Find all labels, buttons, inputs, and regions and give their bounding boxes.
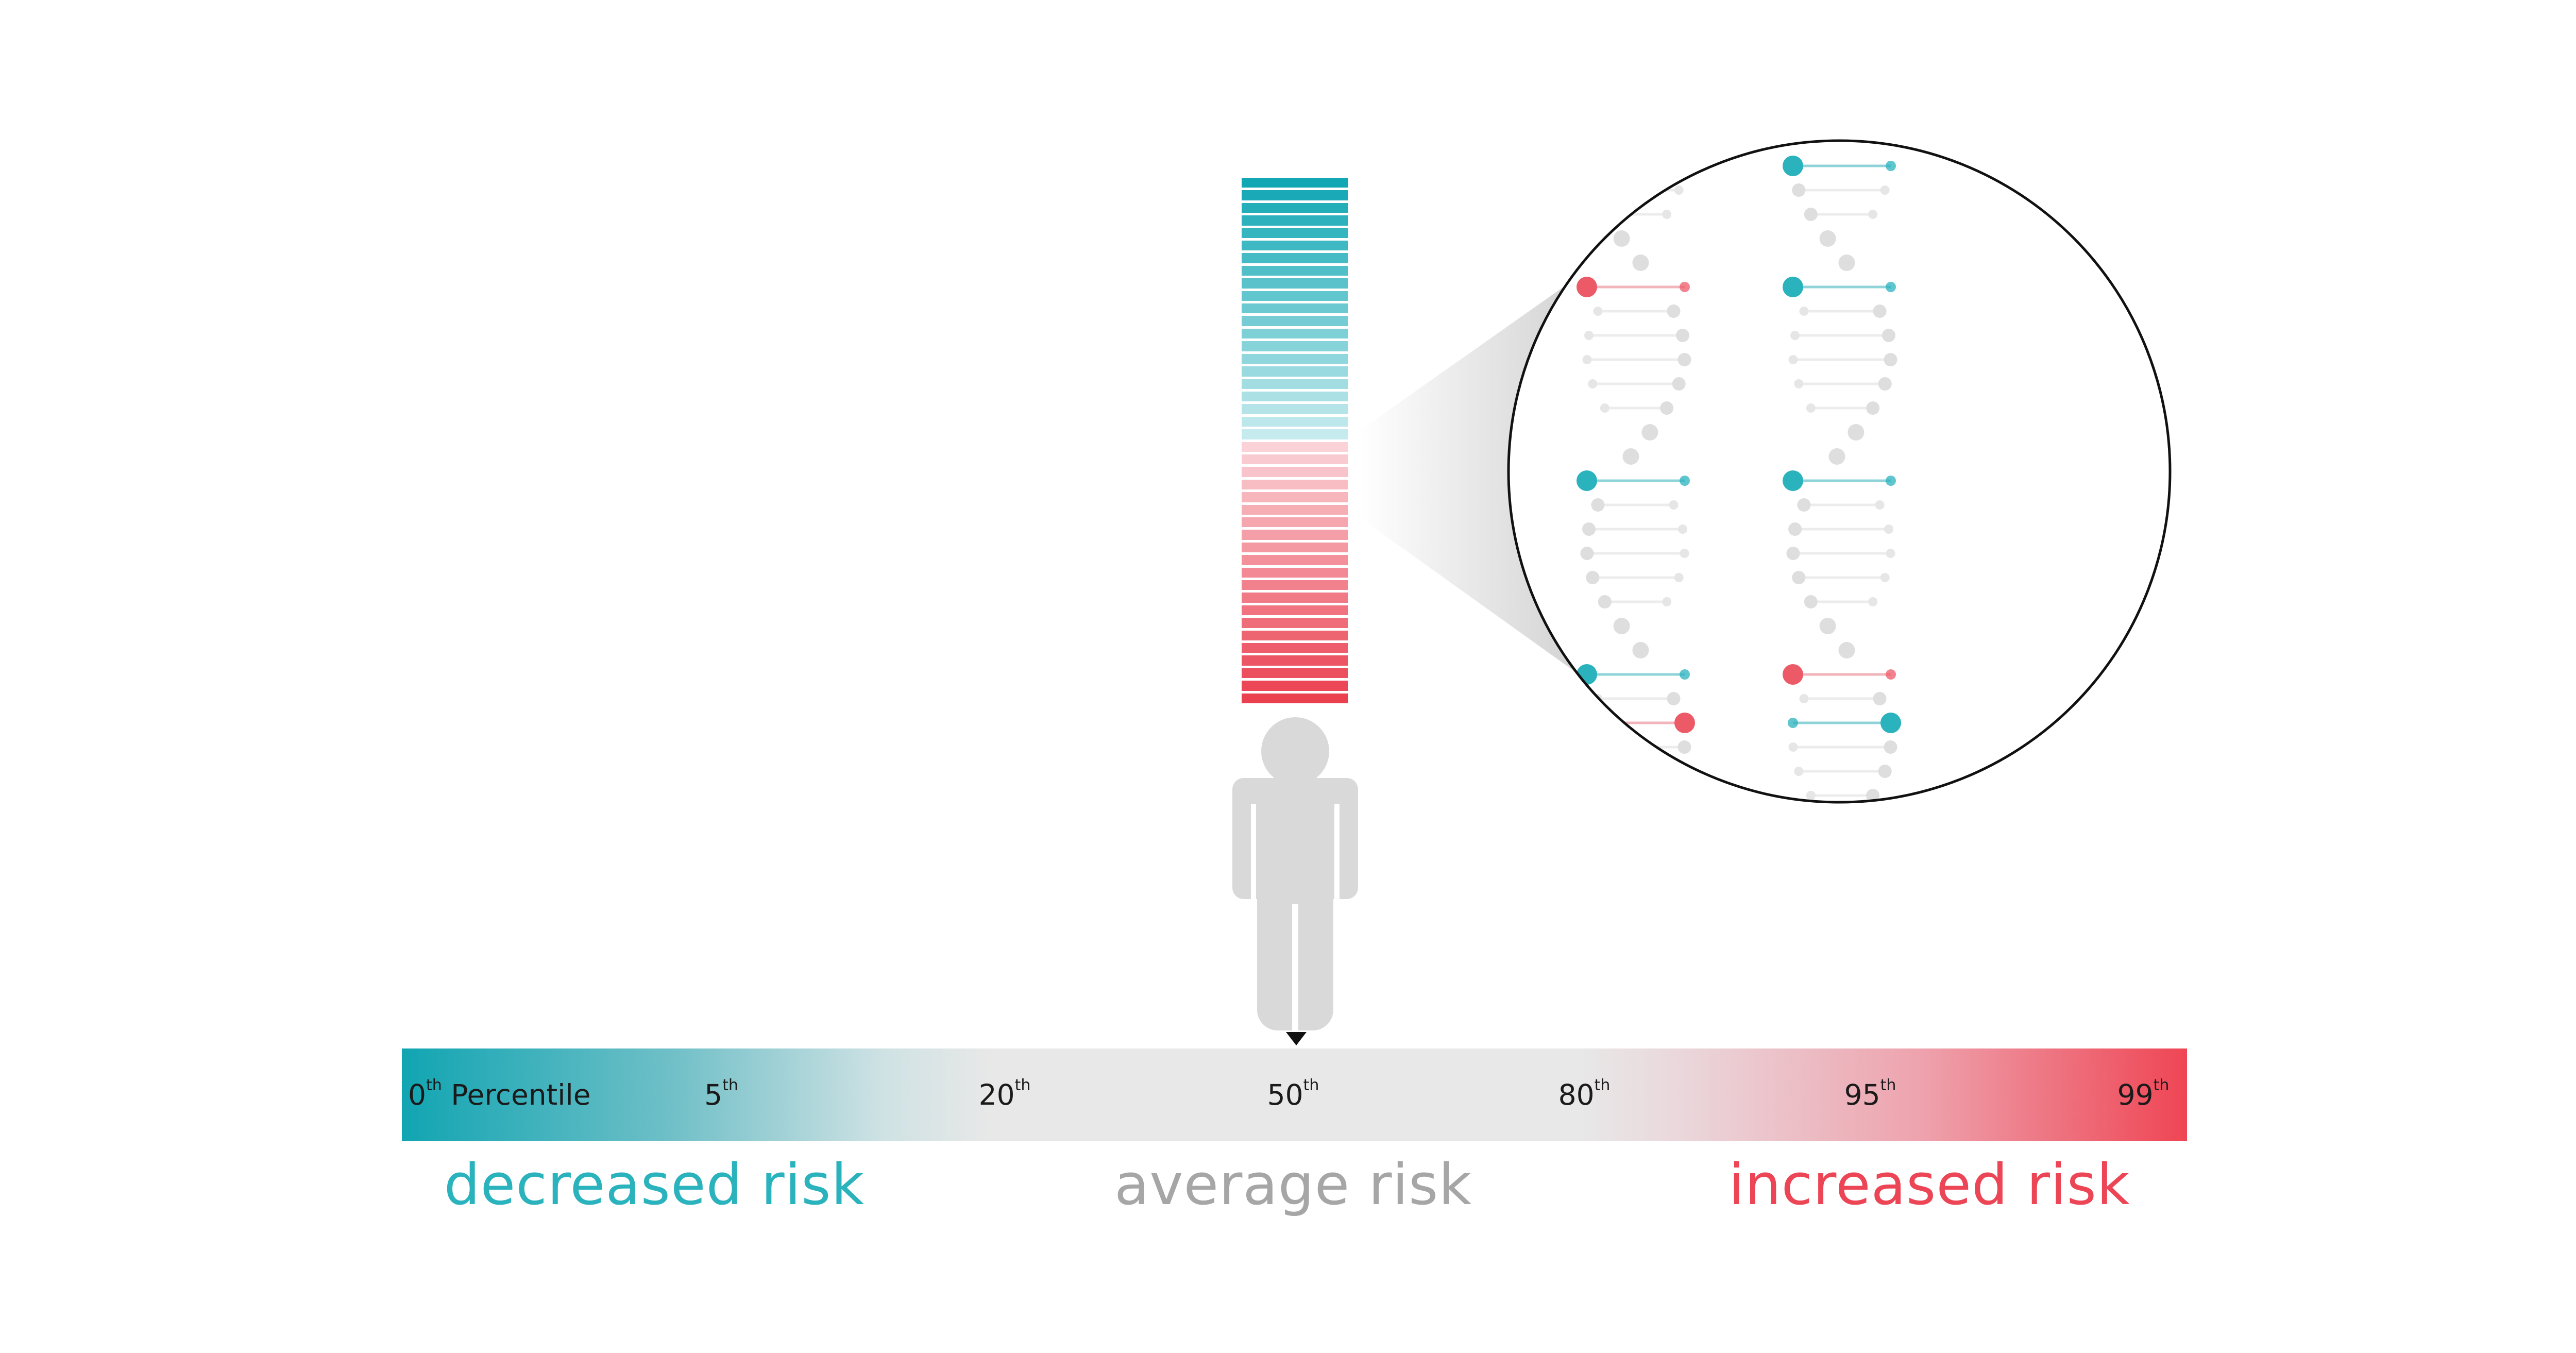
risk-segment — [1242, 353, 1348, 367]
risk-segment — [1242, 416, 1348, 430]
average-risk-label: average risk — [1114, 1152, 1472, 1217]
risk-segment — [1242, 341, 1348, 354]
risk-segment — [1242, 479, 1348, 493]
risk-segment — [1242, 681, 1348, 694]
risk-segment — [1242, 404, 1348, 417]
risk-segment — [1242, 630, 1348, 644]
risk-segment — [1242, 291, 1348, 304]
tick-20th: 20th — [978, 1076, 1031, 1111]
risk-segment — [1242, 241, 1348, 253]
risk-segment — [1242, 530, 1348, 543]
risk-segment — [1242, 467, 1348, 480]
tick-0th: 0th Percentile — [408, 1076, 591, 1111]
risk-segment — [1242, 253, 1348, 266]
risk-segment — [1242, 215, 1348, 228]
current-percentile-pointer — [1286, 1032, 1307, 1045]
risk-segment — [1242, 202, 1348, 216]
risk-segment — [1242, 567, 1348, 580]
risk-segment — [1242, 643, 1348, 656]
tick-5th: 5th — [704, 1076, 738, 1111]
risk-segment — [1242, 618, 1348, 631]
risk-segment — [1242, 303, 1348, 316]
tick-99th: 99th — [2117, 1076, 2170, 1111]
risk-segment — [1242, 492, 1348, 505]
risk-segment — [1242, 328, 1348, 342]
risk-segment — [1242, 278, 1348, 291]
increased-risk-label: increased risk — [1728, 1152, 2130, 1217]
risk-segment — [1242, 668, 1348, 681]
tick-80th: 80th — [1558, 1076, 1611, 1111]
risk-segment — [1242, 504, 1348, 517]
risk-segment — [1242, 580, 1348, 593]
risk-score-stack — [1242, 178, 1348, 706]
risk-segment — [1242, 542, 1348, 555]
risk-segment — [1242, 555, 1348, 568]
risk-segment — [1242, 454, 1348, 467]
risk-segment — [1242, 605, 1348, 618]
risk-segment — [1242, 228, 1348, 241]
percentile-scale-bar — [402, 1048, 2187, 1141]
tick-50th: 50th — [1267, 1076, 1319, 1111]
risk-segment — [1242, 190, 1348, 203]
risk-segment — [1242, 391, 1348, 404]
risk-segment — [1242, 655, 1348, 668]
risk-segment — [1242, 379, 1348, 392]
risk-segment — [1242, 429, 1348, 442]
risk-segment — [1242, 178, 1348, 191]
risk-segment — [1242, 442, 1348, 454]
decreased-risk-label: decreased risk — [444, 1152, 865, 1217]
risk-segment — [1242, 265, 1348, 279]
risk-segment — [1242, 517, 1348, 530]
risk-segment — [1242, 693, 1348, 706]
tick-95th: 95th — [1844, 1076, 1896, 1111]
risk-segment — [1242, 316, 1348, 329]
risk-segment — [1242, 366, 1348, 379]
risk-segment — [1242, 593, 1348, 605]
dna-magnifier-circle — [1507, 139, 2172, 804]
